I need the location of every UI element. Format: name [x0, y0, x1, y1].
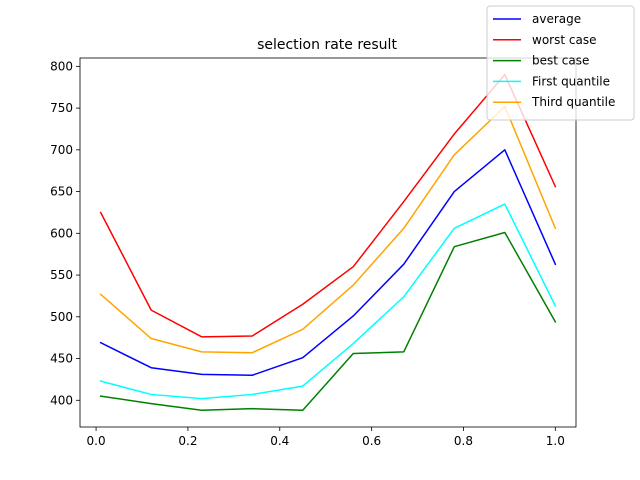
series-line-0: [99, 149, 557, 376]
series-line-2: [99, 231, 557, 412]
x-tick-label-5: 1.0: [546, 434, 565, 448]
x-tick-label-0: 0.0: [87, 434, 106, 448]
series-line-3: [99, 203, 557, 400]
legend-label-4: Third quantile: [531, 95, 615, 109]
x-tick-label-2: 0.4: [270, 434, 289, 448]
series-layer: [99, 73, 557, 412]
legend-label-0: average: [532, 12, 581, 26]
series-line-4: [99, 105, 557, 354]
legend-label-3: First quantile: [532, 74, 610, 88]
chart-title: selection rate result: [257, 37, 397, 53]
axes-frame: [79, 57, 577, 428]
legend-label-1: worst case: [532, 33, 596, 47]
y-tick-label-4: 600: [50, 226, 73, 240]
y-tick-label-2: 500: [50, 310, 73, 324]
x-tick-label-3: 0.6: [362, 434, 381, 448]
y-tick-label-6: 700: [50, 143, 73, 157]
axes-layer: 0.0 0.2 0.4 0.6 0.8 1.0 400 450 500 550 600 650 700 7…: [50, 57, 577, 448]
legend-box: [486, 5, 635, 121]
series-line-1: [99, 73, 557, 338]
x-tick-label-4: 0.8: [454, 434, 473, 448]
y-tick-label-8: 800: [50, 59, 73, 73]
legend: average worst case best case First quantile…: [486, 5, 635, 121]
y-tick-label-1: 450: [50, 352, 73, 366]
y-tick-label-5: 650: [50, 185, 73, 199]
y-tick-label-7: 750: [50, 101, 73, 115]
legend-label-2: best case: [532, 54, 589, 68]
y-tick-label-3: 550: [50, 268, 73, 282]
y-tick-label-0: 400: [50, 393, 73, 407]
x-tick-label-1: 0.2: [178, 434, 197, 448]
